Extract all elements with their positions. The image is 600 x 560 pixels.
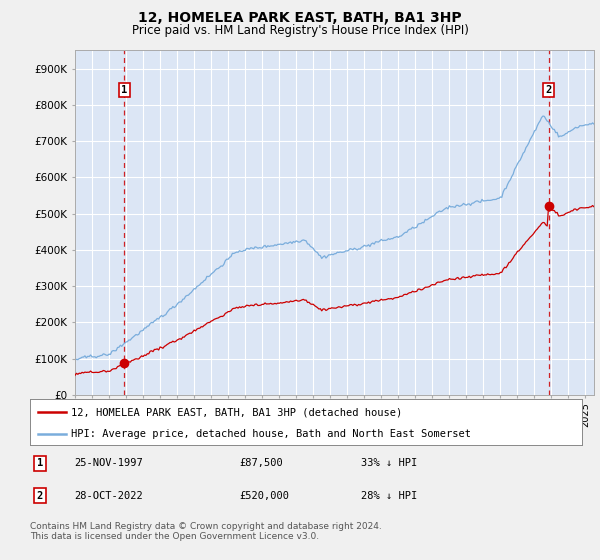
Text: 12, HOMELEA PARK EAST, BATH, BA1 3HP (detached house): 12, HOMELEA PARK EAST, BATH, BA1 3HP (de… xyxy=(71,407,403,417)
Text: £520,000: £520,000 xyxy=(240,491,290,501)
Text: Price paid vs. HM Land Registry's House Price Index (HPI): Price paid vs. HM Land Registry's House … xyxy=(131,24,469,36)
Text: 28-OCT-2022: 28-OCT-2022 xyxy=(74,491,143,501)
Text: Contains HM Land Registry data © Crown copyright and database right 2024.
This d: Contains HM Land Registry data © Crown c… xyxy=(30,522,382,542)
Text: 28% ↓ HPI: 28% ↓ HPI xyxy=(361,491,418,501)
Text: HPI: Average price, detached house, Bath and North East Somerset: HPI: Average price, detached house, Bath… xyxy=(71,429,472,438)
Text: £87,500: £87,500 xyxy=(240,459,284,468)
Text: 2: 2 xyxy=(545,85,551,95)
Text: 1: 1 xyxy=(37,459,43,468)
Text: 33% ↓ HPI: 33% ↓ HPI xyxy=(361,459,418,468)
Text: 25-NOV-1997: 25-NOV-1997 xyxy=(74,459,143,468)
Text: 2: 2 xyxy=(37,491,43,501)
Text: 1: 1 xyxy=(121,85,127,95)
Text: 12, HOMELEA PARK EAST, BATH, BA1 3HP: 12, HOMELEA PARK EAST, BATH, BA1 3HP xyxy=(138,11,462,25)
